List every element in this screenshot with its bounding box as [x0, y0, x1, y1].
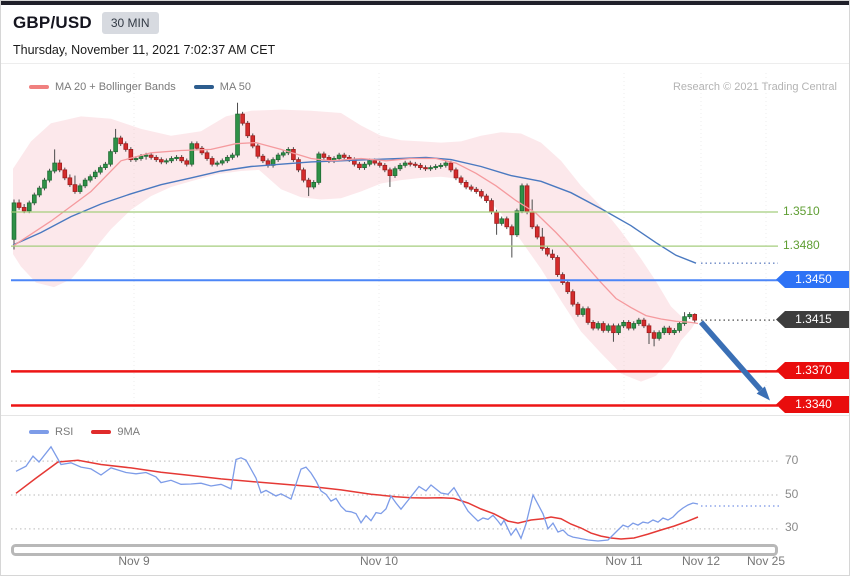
x-axis-navigator[interactable]	[11, 544, 778, 556]
research-credit: Research © 2021 Trading Central	[672, 81, 837, 93]
resistance-label-2: 1.3480	[783, 238, 820, 252]
rsi-legend: RSI 9MA	[29, 426, 140, 438]
ma50-legend-label: MA 50	[219, 81, 251, 93]
rsi-legend-label: RSI	[55, 426, 74, 438]
panel-separator	[1, 415, 849, 416]
legend-item-ma50: MA 50	[193, 81, 251, 93]
header-separator	[1, 63, 849, 64]
main-chart-legend: MA 20 + Bollinger Bands MA 50	[29, 81, 251, 93]
x-axis-label-nov9: Nov 9	[118, 554, 150, 568]
x-axis-label-nov12: Nov 12	[681, 554, 721, 568]
legend-item-9ma: 9MA	[91, 426, 140, 438]
top-accent-bar	[1, 1, 849, 5]
header: GBP/USD 30 MIN	[13, 11, 159, 35]
legend-item-ma20-bollinger: MA 20 + Bollinger Bands	[29, 81, 176, 93]
symbol-title: GBP/USD	[13, 13, 92, 32]
ma20-bollinger-legend-swatch-icon	[29, 85, 49, 89]
date-line: Thursday, November 11, 2021 7:02:37 AM C…	[13, 43, 276, 57]
rsi-tick-70: 70	[785, 453, 799, 467]
pivot-price-tag: 1.3450	[776, 271, 849, 288]
resistance-label-1: 1.3510	[783, 204, 820, 218]
last-price-tag: 1.3415	[776, 311, 849, 328]
rsi-tick-50: 50	[785, 487, 799, 501]
rsi-9ma-legend-swatch-icon	[91, 430, 112, 434]
rsi-tick-30: 30	[785, 520, 799, 534]
x-axis-label-nov11: Nov 11	[605, 554, 643, 568]
support-price-tag-2: 1.3340	[776, 396, 849, 413]
support-price-tag-1: 1.3370	[776, 362, 849, 379]
legend-item-rsi: RSI	[29, 426, 73, 438]
ma20-bollinger-legend-label: MA 20 + Bollinger Bands	[55, 81, 176, 93]
rsi-legend-swatch-icon	[29, 430, 49, 434]
timeframe-badge: 30 MIN	[101, 12, 159, 34]
x-axis-label-nov10: Nov 10	[359, 554, 399, 568]
ma50-legend-swatch-icon	[193, 85, 214, 89]
x-axis-label-nov25: Nov 25	[746, 554, 786, 568]
rsi-9ma-legend-label: 9MA	[117, 426, 140, 438]
